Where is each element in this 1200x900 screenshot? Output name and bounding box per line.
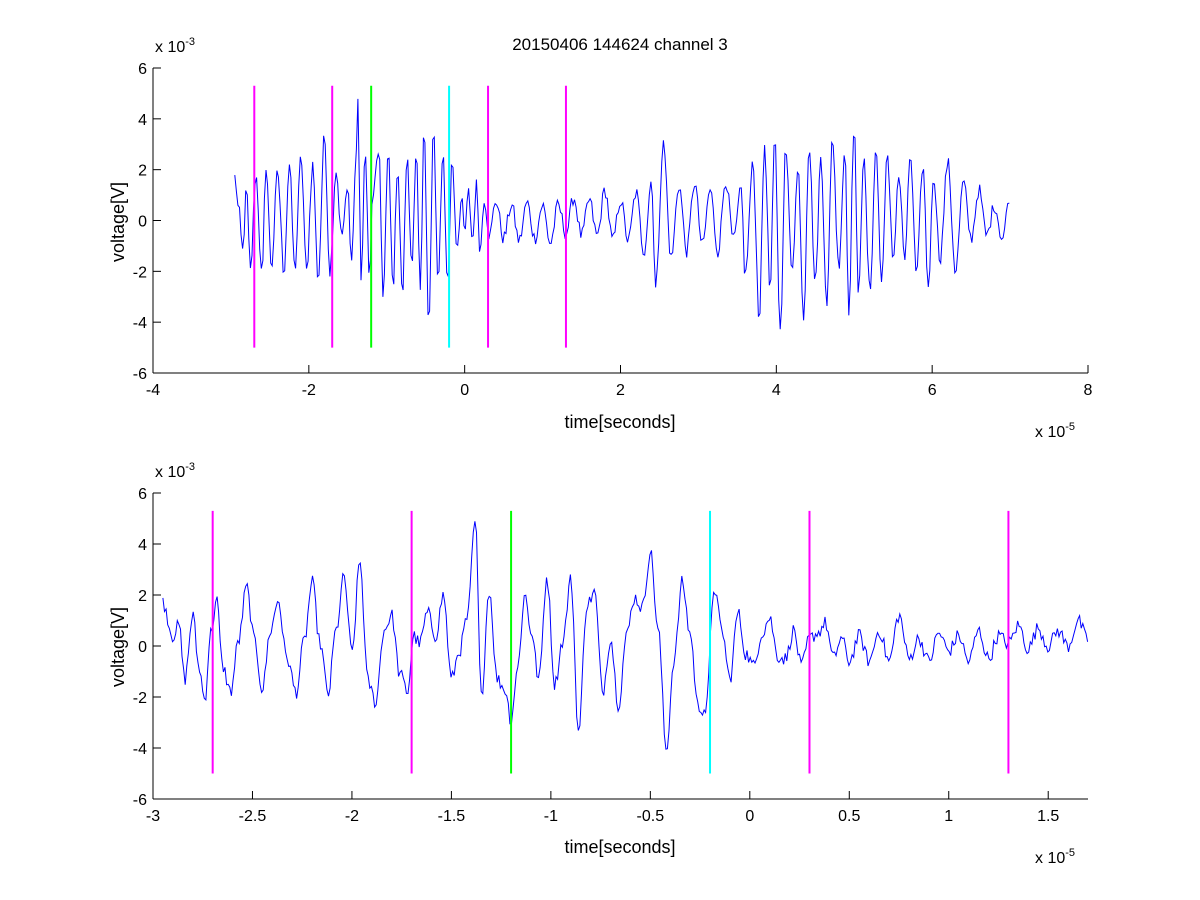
y-tick-label: 4 <box>138 537 147 554</box>
y-axis-label: voltage[V] <box>108 607 128 687</box>
y-tick-label: 2 <box>138 588 147 605</box>
x-tick-label: -2 <box>302 382 316 399</box>
x-tick-label: 2 <box>616 382 625 399</box>
x-tick-label: -4 <box>146 382 160 399</box>
x-tick-label: 8 <box>1084 382 1093 399</box>
y-tick-label: -2 <box>133 264 147 281</box>
y-axis-label: voltage[V] <box>108 182 128 262</box>
y-tick-label: 2 <box>138 163 147 180</box>
signal-line <box>162 521 1089 750</box>
x-multiplier: x 10-5 <box>1035 847 1075 867</box>
y-tick-label: -6 <box>133 792 147 809</box>
chart-title: 20150406 144624 channel 3 <box>512 35 728 54</box>
x-tick-label: 0 <box>460 382 469 399</box>
y-multiplier: x 10-3 <box>155 461 195 481</box>
x-tick-label: 1.5 <box>1037 808 1059 825</box>
x-tick-label: 1 <box>944 808 953 825</box>
y-tick-label: -6 <box>133 366 147 383</box>
y-tick-label: 6 <box>138 486 147 503</box>
x-axis-label: time[seconds] <box>564 412 675 432</box>
y-tick-label: 0 <box>138 214 147 231</box>
y-tick-label: 4 <box>138 112 147 129</box>
x-tick-label: 0 <box>745 808 754 825</box>
y-tick-label: -4 <box>133 315 147 332</box>
x-tick-label: -0.5 <box>637 808 665 825</box>
x-tick-label: 0.5 <box>838 808 860 825</box>
y-tick-label: 6 <box>138 61 147 78</box>
x-multiplier: x 10-5 <box>1035 421 1075 441</box>
y-tick-label: 0 <box>138 639 147 656</box>
x-tick-label: -3 <box>146 808 160 825</box>
top-subplot: 20150406 144624 channel 3 x 10-3 x 10-5 … <box>108 35 1093 441</box>
x-tick-label: 6 <box>928 382 937 399</box>
x-tick-label: -2 <box>345 808 359 825</box>
bottom-subplot: x 10-3 x 10-5 time[seconds] voltage[V] -… <box>108 461 1089 867</box>
x-tick-label: -1 <box>544 808 558 825</box>
y-tick-label: -4 <box>133 741 147 758</box>
x-tick-label: -1.5 <box>438 808 466 825</box>
x-tick-label: -2.5 <box>239 808 267 825</box>
y-multiplier: x 10-3 <box>155 36 195 56</box>
signal-line <box>234 98 1010 330</box>
x-axis-label: time[seconds] <box>564 837 675 857</box>
y-tick-label: -2 <box>133 690 147 707</box>
x-tick-label: 4 <box>772 382 781 399</box>
